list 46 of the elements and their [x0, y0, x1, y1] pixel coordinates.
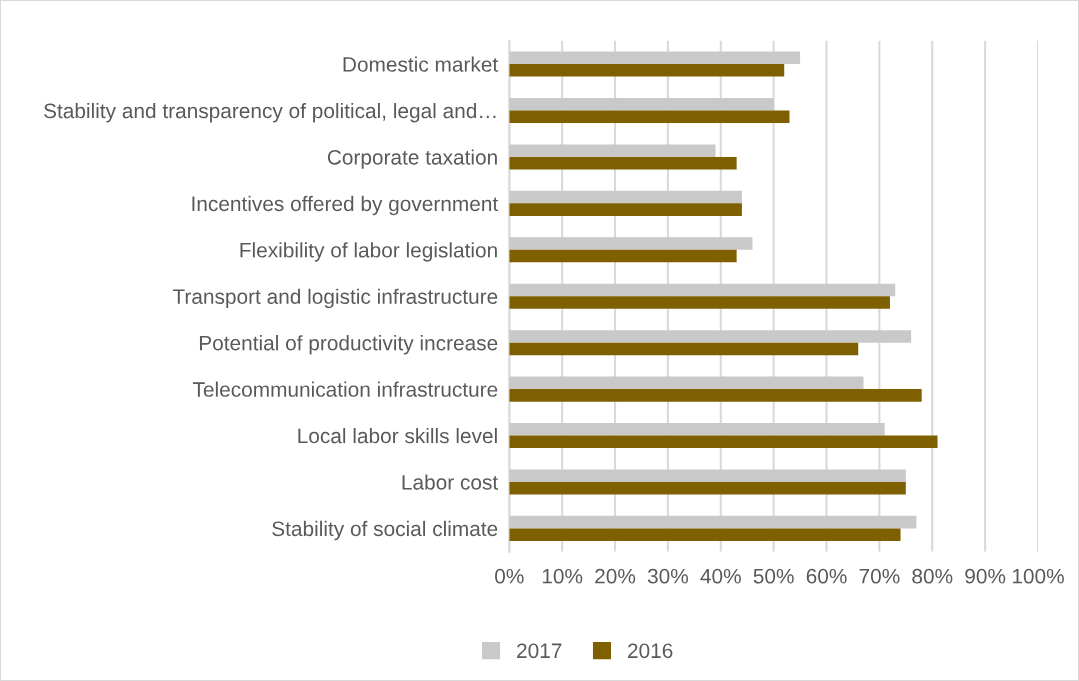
bar [509, 422, 885, 436]
bar [509, 469, 906, 482]
x-tick-label: 70% [859, 568, 900, 584]
bar [509, 51, 801, 65]
x-tick-label: 90% [965, 568, 1006, 584]
y-tick-label: Local labor skills level [298, 427, 497, 444]
legend-label: 2016 [628, 643, 673, 659]
bar [509, 283, 896, 297]
y-tick-label: Corporate taxation [327, 149, 497, 169]
bar [509, 156, 737, 170]
bar [509, 237, 753, 250]
y-tick-label: Telecommunication infrastructure [192, 381, 498, 397]
x-tick-label: 30% [647, 568, 689, 584]
x-tick-label: 60% [806, 568, 847, 584]
x-tick-label: 20% [595, 568, 636, 584]
x-tick-label: 10% [542, 568, 583, 584]
x-tick-label: 100% [1012, 568, 1064, 584]
bar [509, 330, 912, 343]
y-tick-label: Potential of productivity increase [199, 335, 498, 355]
y-tick-label: Flexibility of labor legislation [240, 242, 497, 262]
x-tick-label: 40% [700, 568, 741, 584]
bar [509, 528, 901, 541]
bar [509, 144, 716, 157]
bar [509, 249, 737, 263]
x-tick-label: 80% [912, 568, 953, 584]
legend-label: 2017 [517, 643, 562, 659]
bar [509, 203, 742, 216]
y-tick-label: Stability of social climate [272, 520, 498, 541]
y-tick-label: Incentives offered by government [192, 195, 499, 216]
bar [509, 376, 864, 390]
bar [509, 64, 785, 77]
bar [509, 515, 917, 529]
bar [509, 296, 890, 309]
bar [509, 110, 790, 124]
bar [509, 389, 922, 402]
bar [509, 97, 774, 111]
bar [509, 342, 859, 356]
y-tick-label: Stability and transparency of political, legal and… [44, 102, 496, 123]
y-tick-label: Labor cost [402, 474, 499, 490]
bar [509, 481, 906, 495]
bar [509, 190, 742, 204]
x-tick-label: 50% [753, 568, 794, 584]
bar [509, 435, 938, 449]
y-tick-label: Transport and logistic infrastructure [172, 288, 498, 309]
x-tick-label: 0% [495, 568, 524, 584]
y-tick-label: Domestic market [343, 56, 499, 72]
